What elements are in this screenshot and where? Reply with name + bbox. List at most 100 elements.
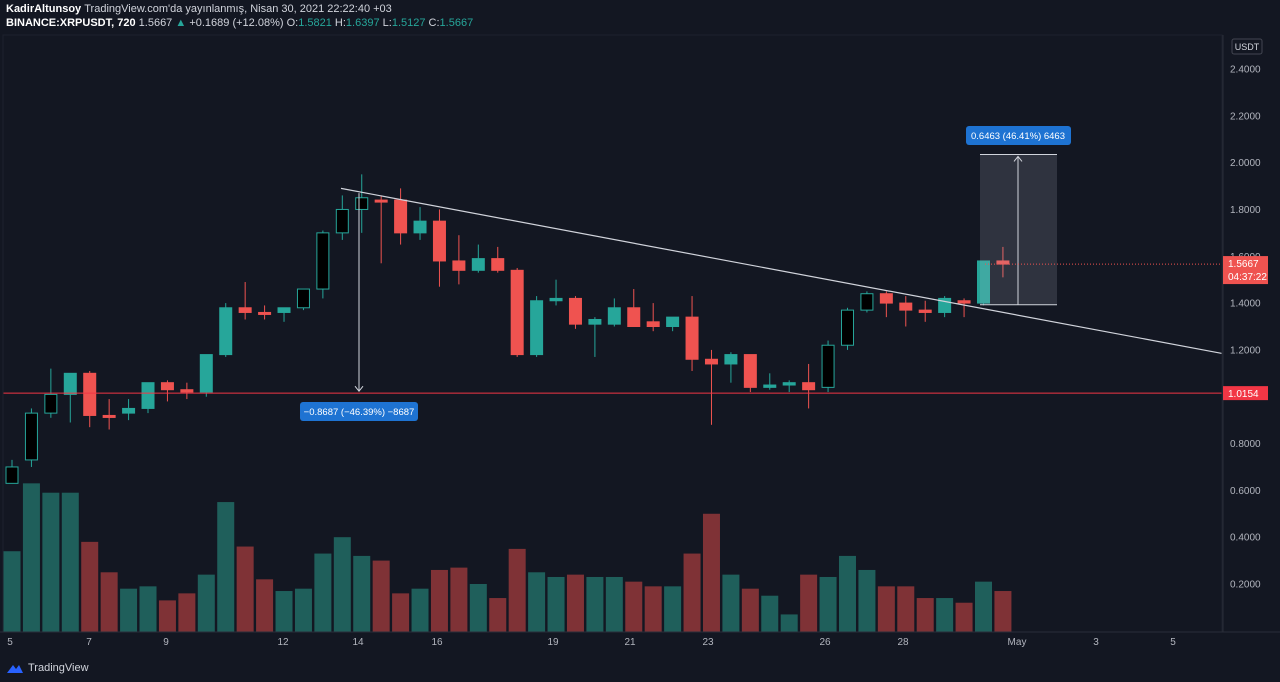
volume-bar (430, 569, 448, 632)
tradingview-logo-icon (7, 665, 23, 673)
y-tick-label: 1.8000 (1230, 205, 1261, 216)
footer-brand: TradingView (6, 660, 89, 676)
countdown-label: 04:37:22 (1228, 272, 1267, 283)
volume-bar (858, 569, 876, 632)
volume-bar (333, 537, 351, 632)
open-value: 1.5821 (298, 17, 332, 29)
volume-bar (411, 588, 429, 632)
candle-body (549, 297, 563, 302)
y-tick-label: 0.8000 (1230, 439, 1261, 450)
x-tick-label: 12 (277, 637, 289, 648)
x-tick-label: 9 (163, 637, 169, 648)
price-chart[interactable]: −0.8687 (−46.39%) −8687 0.6463 (46.41%) 6… (0, 0, 1280, 660)
candle-body (335, 208, 349, 234)
volume-bar (275, 591, 293, 632)
candle-body (374, 199, 388, 203)
volume-bar (625, 581, 643, 632)
candle-body (704, 358, 718, 365)
volume-bar (256, 579, 274, 632)
volume-bar (197, 574, 215, 632)
x-tick-label: 14 (352, 637, 364, 648)
volume-bar (42, 492, 60, 632)
candle-body (996, 260, 1010, 265)
y-tick-label: 2.2000 (1230, 111, 1261, 122)
volume-bar (392, 593, 410, 632)
volume-bar (702, 513, 720, 632)
close-value: 1.5667 (439, 17, 474, 29)
last-price: 1.5667 (138, 17, 173, 29)
volume-bar (897, 586, 915, 632)
candle-body (160, 382, 174, 391)
x-tick-label: 21 (624, 637, 636, 648)
volume-bar (294, 588, 312, 632)
high-label: H: (334, 17, 346, 29)
volume-bar (936, 598, 954, 632)
candle-body (24, 412, 38, 461)
brand-label: TradingView (28, 662, 89, 674)
y-tick-label: 0.2000 (1230, 580, 1261, 591)
candle-body (296, 288, 310, 309)
volume-bar (838, 555, 856, 632)
candle-body (530, 300, 544, 356)
volume-bar (605, 576, 623, 632)
candle-body (394, 199, 408, 234)
candle-body (782, 382, 796, 386)
candle-body (471, 258, 485, 271)
candle-body (63, 372, 77, 395)
volume-bar (975, 581, 992, 632)
volume-bar (120, 588, 138, 632)
published-text: TradingView.com'da yayınlanmış, Nisan 30… (84, 3, 392, 15)
candle-body (238, 307, 252, 313)
volume-bar (61, 492, 79, 632)
volume-bar (547, 576, 565, 632)
candle-body (918, 309, 932, 313)
trendline (340, 187, 1223, 355)
volume-bar (372, 560, 390, 632)
x-tick-label: 3 (1093, 637, 1099, 648)
candle-body (568, 297, 582, 325)
candle-body (102, 414, 116, 418)
volume-bar (450, 567, 468, 632)
volume-bar (353, 555, 371, 632)
volume-bar (469, 584, 487, 632)
volume-bar (683, 553, 701, 632)
axis-layer: USDT2.40002.20002.00001.80001.60001.4000… (0, 34, 1280, 648)
candle-body (588, 318, 602, 325)
y-tick-label: 2.0000 (1230, 158, 1261, 169)
close-label: C: (428, 17, 440, 29)
volume-bar (566, 574, 584, 632)
volume-bar (508, 548, 526, 632)
current-price-tag (1223, 256, 1268, 285)
measure-down-arrowhead (354, 385, 364, 393)
candle-body (199, 354, 213, 393)
volume-bar (819, 576, 837, 632)
candle-body (44, 393, 58, 414)
volume-bar (3, 551, 21, 632)
x-tick-label: 7 (86, 637, 92, 648)
header-ohlc-line: BINANCE:XRPUSDT, 720 1.5667 ▲ +0.1689 (+… (6, 17, 473, 30)
candle-body (277, 307, 291, 313)
candle-body (83, 372, 97, 416)
measure-down-label: −0.8687 (−46.39%) −8687 (304, 407, 415, 418)
author-name: KadirAltunsoy (6, 3, 82, 15)
volume-bar (489, 598, 507, 632)
x-tick-label: 28 (897, 637, 909, 648)
measure-down-label-bg (300, 402, 418, 421)
volume-bar (644, 586, 662, 632)
candle-body (141, 382, 155, 409)
volume-bar (100, 572, 118, 632)
drawing-layer: −0.8687 (−46.39%) −8687 0.6463 (46.41%) 6… (3, 126, 1223, 421)
candle-body (666, 316, 680, 327)
x-tick-label: 5 (7, 637, 13, 648)
measure-up-arrowhead (1013, 155, 1023, 162)
candle-body (763, 384, 777, 388)
currency-badge (1231, 38, 1263, 55)
volume-bar (528, 572, 546, 632)
candle-body (860, 293, 874, 311)
candle-body (510, 269, 524, 356)
candle-body (743, 354, 757, 388)
y-tick-label: 1.2000 (1230, 345, 1261, 356)
candle-body (802, 382, 816, 391)
candle-body (957, 300, 971, 304)
candle-body (491, 258, 505, 271)
